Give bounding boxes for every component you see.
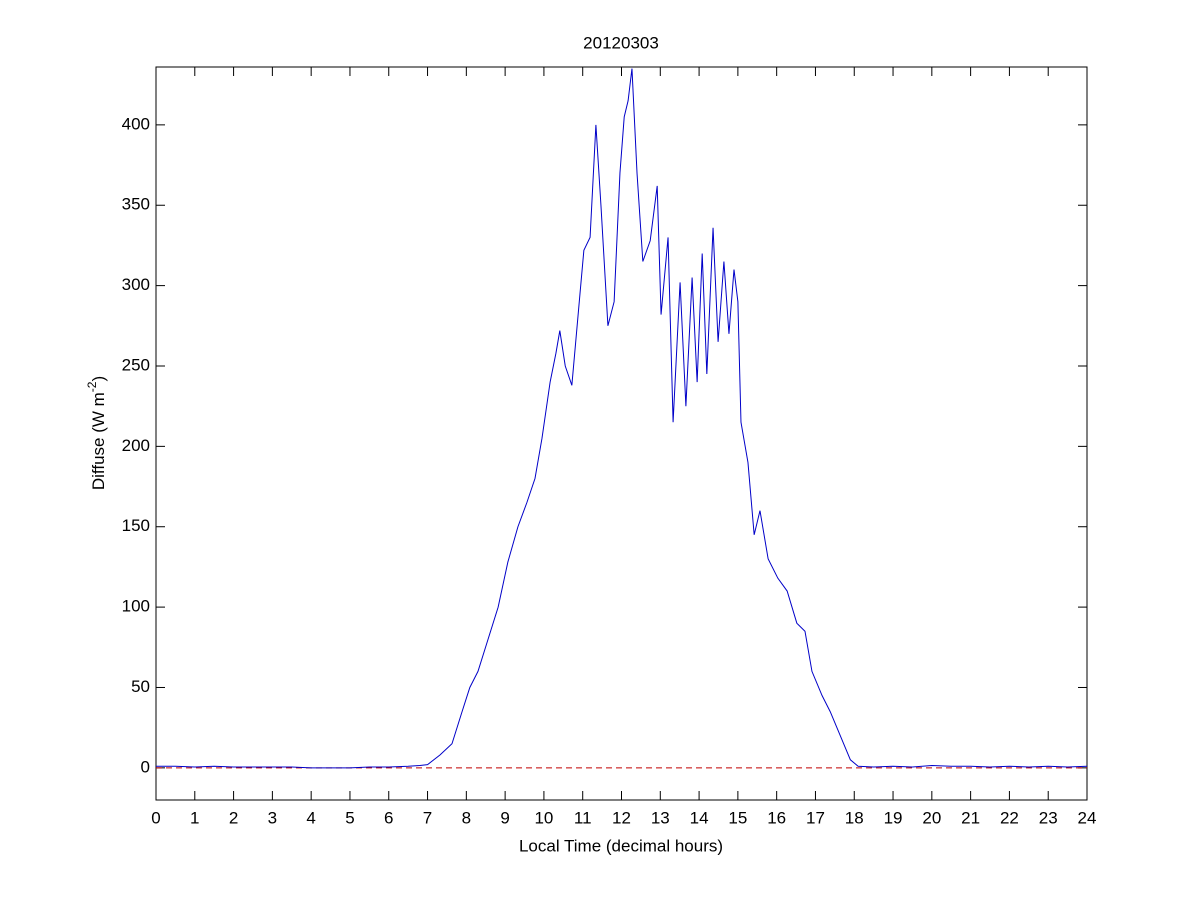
data-line: [156, 68, 1088, 769]
x-tick-label: 4: [306, 808, 315, 827]
y-label-text: Diffuse (W m: [89, 392, 108, 490]
x-tick-label: 5: [345, 808, 354, 827]
y-tick-label: 50: [131, 677, 150, 696]
x-tick-label: 6: [384, 808, 393, 827]
chart-title: 20120303: [583, 33, 659, 52]
x-tick-label: 1: [190, 808, 199, 827]
x-tick-label: 3: [268, 808, 277, 827]
x-tick-label: 7: [423, 808, 432, 827]
y-tick-label: 100: [122, 597, 150, 616]
y-tick-label: 300: [122, 275, 150, 294]
x-tick-label: 12: [612, 808, 631, 827]
y-label-suffix: ): [89, 376, 108, 382]
y-tick-label: 350: [122, 195, 150, 214]
x-tick-label: 9: [500, 808, 509, 827]
x-tick-label: 13: [651, 808, 670, 827]
x-tick-label: 21: [961, 808, 980, 827]
y-tick-label: 250: [122, 355, 150, 374]
x-tick-label: 17: [806, 808, 825, 827]
x-tick-label: 0: [151, 808, 160, 827]
x-tick-label: 19: [884, 808, 903, 827]
x-tick-label: 8: [462, 808, 471, 827]
x-tick-label: 2: [229, 808, 238, 827]
y-tick-label: 400: [122, 114, 150, 133]
x-tick-label: 18: [845, 808, 864, 827]
x-tick-label: 23: [1039, 808, 1058, 827]
x-tick-label: 15: [728, 808, 747, 827]
x-tick-label: 10: [534, 808, 553, 827]
x-tick-label: 20: [922, 808, 941, 827]
x-tick-label: 16: [767, 808, 786, 827]
x-tick-label: 24: [1078, 808, 1097, 827]
y-label-superscript: -2: [85, 381, 99, 392]
x-tick-label: 22: [1000, 808, 1019, 827]
x-axis-label: Local Time (decimal hours): [519, 836, 723, 855]
x-tick-label: 11: [574, 808, 592, 827]
y-tick-label: 0: [141, 757, 150, 776]
y-axis-label: Diffuse (W m-2): [85, 376, 108, 490]
y-tick-label: 200: [122, 436, 150, 455]
x-tick-label: 14: [690, 808, 709, 827]
y-tick-label: 150: [122, 516, 150, 535]
